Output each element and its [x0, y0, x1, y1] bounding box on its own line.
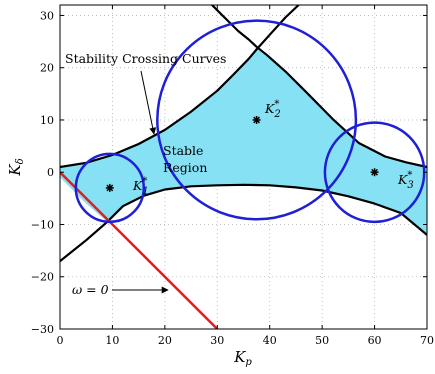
y-tick-label: 20	[40, 62, 54, 75]
x-tick-label: 0	[57, 334, 64, 347]
star-marker-stroke	[371, 168, 378, 176]
y-tick-label: −10	[31, 218, 54, 231]
x-tick-label: 10	[105, 334, 119, 347]
x-tick-label: 60	[368, 334, 382, 347]
x-tick-label: 40	[263, 334, 277, 347]
plot-frame	[59, 4, 428, 330]
x-tick-label: 20	[158, 334, 172, 347]
y-tick-label: 0	[47, 166, 54, 179]
stable-region-fill	[60, 46, 427, 235]
y-axis-label: Kδ	[6, 158, 26, 176]
star-marker-stroke	[253, 116, 261, 124]
y-tick-label: −30	[31, 323, 54, 336]
point-k1	[105, 183, 114, 192]
y-tick-label: 30	[40, 9, 54, 22]
y-tick-label: −20	[31, 271, 54, 284]
x-tick-label: 50	[315, 334, 329, 347]
k2-label: K* 2	[264, 99, 281, 120]
k3-label: K* 3	[397, 170, 414, 191]
stability-curves-label: Stability Crossing Curves	[65, 51, 226, 66]
omega-zero-line	[60, 171, 219, 329]
point-k2	[252, 115, 261, 124]
x-axis-ticks: 0 10 20 30 40 50 60 70	[57, 5, 434, 347]
star-marker-stroke	[106, 184, 114, 192]
x-tick-label: 30	[210, 334, 224, 347]
x-tick-label: 70	[420, 334, 434, 347]
x-axis-label: Kp	[233, 348, 252, 368]
stable-region-label-line1: Stable	[163, 143, 203, 158]
circle-k1	[74, 152, 146, 224]
omega-label: ω = 0	[72, 282, 109, 297]
k1-label: K* 1	[132, 176, 149, 197]
stability-curve-lower	[60, 183, 427, 262]
circle-k2	[156, 19, 358, 221]
y-axis-ticks: −30 −20 −10 0 10 20 30	[31, 9, 427, 336]
stable-region-label-line2: Region	[163, 160, 207, 175]
y-tick-label: 10	[40, 114, 54, 127]
stability-curves-arrow	[140, 70, 157, 135]
stability-curve-upper-right	[211, 5, 427, 169]
point-k3	[370, 168, 379, 177]
